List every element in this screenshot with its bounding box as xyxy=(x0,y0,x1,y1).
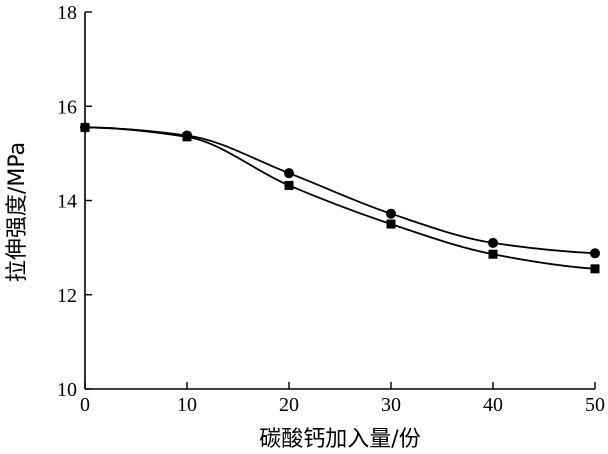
y-axis-title: 拉伸强度/MPa xyxy=(5,142,30,282)
x-tick-label: 40 xyxy=(483,394,503,416)
x-axis-title: 碳酸钙加入量/份 xyxy=(259,427,420,452)
y-tick-label: 14 xyxy=(57,191,77,213)
series-2-point xyxy=(182,132,192,142)
series-1-point xyxy=(590,248,600,259)
series-2-point xyxy=(284,180,294,190)
x-tick-label: 50 xyxy=(585,394,605,416)
y-tick-label: 10 xyxy=(57,379,77,401)
y-tick-label: 12 xyxy=(57,285,77,307)
series-2-point xyxy=(386,219,396,229)
series-2-line xyxy=(84,126,596,270)
series-2-point xyxy=(488,249,498,259)
y-tick-label: 18 xyxy=(57,2,77,24)
y-tick-label: 16 xyxy=(57,96,77,118)
series-2-point xyxy=(80,122,90,132)
series-1-point xyxy=(488,237,498,248)
x-tick-label: 10 xyxy=(177,394,197,416)
series-1-point xyxy=(284,168,294,179)
series-1-line xyxy=(84,126,596,255)
x-tick-label: 20 xyxy=(279,394,299,416)
series-2-point xyxy=(590,264,600,274)
x-tick-label: 0 xyxy=(80,394,90,416)
x-tick-label: 30 xyxy=(381,394,401,416)
series-1-point xyxy=(386,208,396,219)
